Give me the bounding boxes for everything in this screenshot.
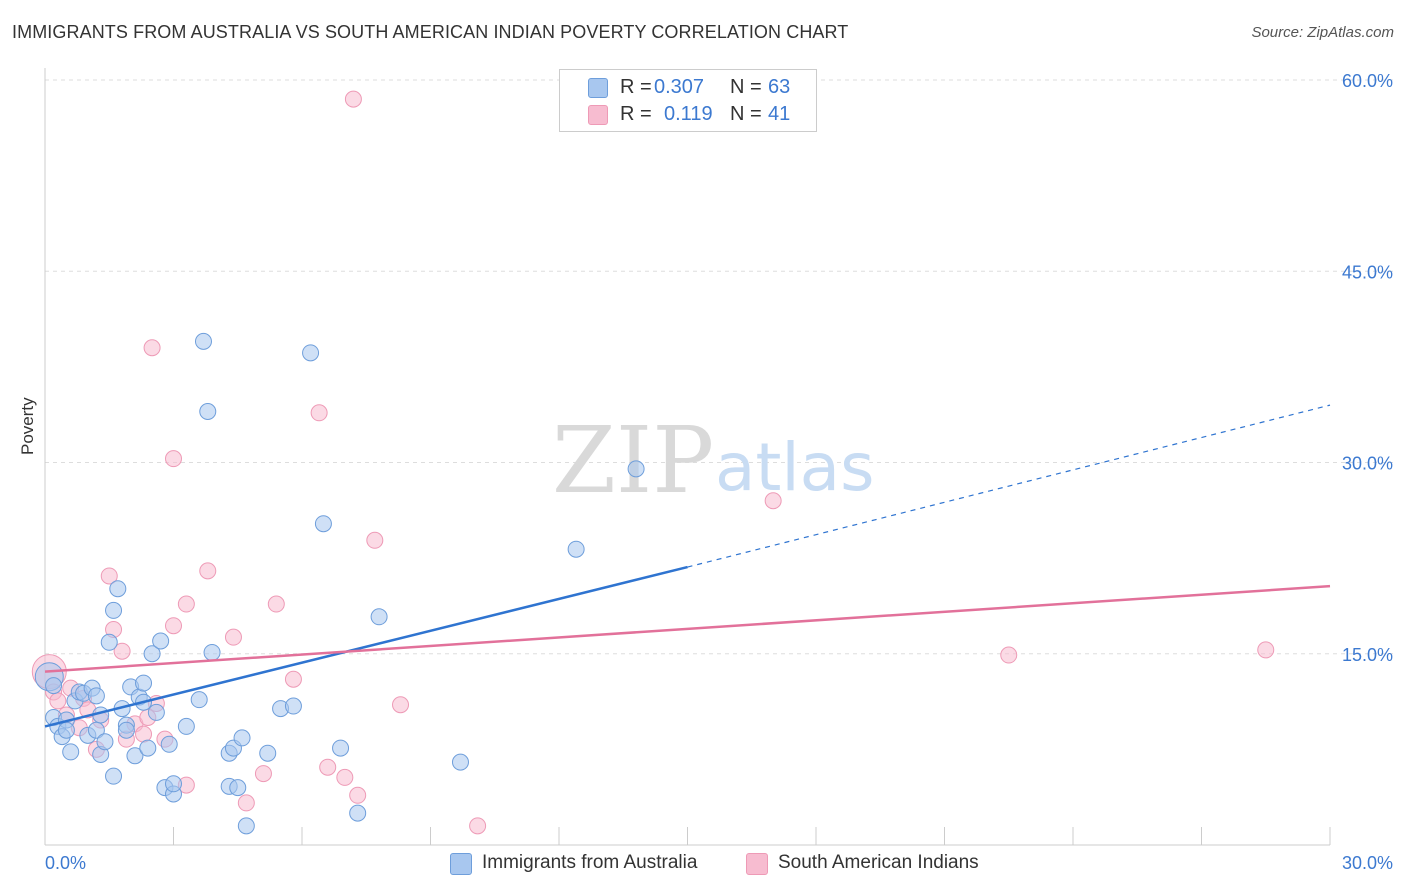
legend-n-value: 41 (768, 103, 791, 125)
australia-point (229, 779, 247, 797)
trend-lines (44, 404, 1331, 728)
australia-point (203, 643, 221, 661)
australia-point (147, 703, 165, 721)
south-american-indian-point (310, 404, 328, 422)
south-american-indian-point (319, 758, 337, 776)
tick-labels: 60.0% 45.0% 30.0% 15.0% 0.0% 30.0% (45, 71, 1393, 873)
australia-trend-extension (687, 404, 1331, 568)
australia-point (96, 733, 114, 751)
australia-point (567, 540, 585, 558)
australia-point (199, 403, 217, 420)
watermark-atlas: atlas (715, 429, 875, 506)
legend-swatch-south-american-indians (588, 105, 608, 125)
australia-point (126, 747, 144, 765)
south-american-indian-point (1000, 646, 1018, 664)
south-american-indian-point (284, 670, 302, 688)
australia-point (237, 817, 255, 835)
watermark: ZIP atlas (552, 407, 875, 514)
australia-point (139, 739, 157, 757)
south-american-indian-point (237, 794, 255, 812)
gridlines (45, 79, 1395, 655)
bottom-legend-swatch-australia (450, 853, 472, 875)
south-american-indian-point (392, 696, 410, 714)
australia-point (627, 460, 645, 478)
australia-points (34, 332, 645, 835)
australia-point (45, 677, 63, 695)
south-american-indian-point (336, 768, 354, 786)
axes (44, 68, 1331, 846)
south-american-indian-point (135, 725, 153, 743)
south-american-indian-point (165, 450, 182, 468)
south-american-indian-point (224, 628, 242, 646)
australia-point (100, 633, 118, 651)
south-american-indian-point (49, 692, 67, 710)
australia-point (160, 735, 178, 753)
australia-point (259, 744, 277, 762)
legend-n-label: N = (730, 103, 762, 125)
australia-point (194, 332, 212, 350)
australia-point (105, 601, 123, 619)
legend-r-label: R = (620, 76, 652, 98)
south-american-indian-point (254, 765, 272, 783)
australia-point (62, 743, 80, 761)
south-american-indian-trend-line (44, 584, 1331, 673)
australia-point (177, 717, 195, 735)
australia-point (302, 344, 320, 362)
australia-point (135, 674, 153, 692)
legend-r-value: 0.307 (654, 76, 705, 98)
australia-point (190, 691, 208, 709)
chart-source: Source: ZipAtlas.com (1251, 24, 1394, 41)
x-tick-label: 30.0% (1342, 853, 1393, 873)
bottom-legend-swatch-south-american-indians (746, 853, 768, 875)
bottom-legend-label-australia: Immigrants from Australia (482, 852, 698, 873)
legend-row-australia: R = 0.307 N = 63 (560, 74, 816, 100)
australia-point (349, 804, 367, 822)
south-american-indian-point (267, 595, 285, 613)
australia-point (332, 739, 350, 757)
australia-point (152, 632, 170, 650)
south-american-indian-point (143, 339, 161, 357)
south-american-indian-point (469, 817, 487, 835)
south-american-indian-point (113, 642, 131, 660)
y-tick-label: 45.0% (1342, 262, 1393, 282)
australia-point (165, 775, 182, 793)
y-tick-label: 30.0% (1342, 454, 1393, 474)
australia-point (87, 687, 105, 705)
south-american-indian-point (344, 90, 362, 108)
australia-point (57, 721, 75, 739)
x-tick-label: 0.0% (45, 853, 86, 873)
australia-point (233, 729, 251, 747)
south-american-indian-point (100, 567, 118, 585)
south-american-indian-point (165, 617, 182, 635)
australia-point (370, 608, 388, 626)
south-american-indian-point (366, 531, 384, 549)
australia-point (451, 753, 469, 771)
watermark-zip: ZIP (552, 407, 714, 514)
chart-title: IMMIGRANTS FROM AUSTRALIA VS SOUTH AMERI… (12, 22, 849, 42)
legend-n-value: 63 (768, 76, 791, 98)
south-american-indian-point (177, 595, 195, 613)
legend-r-value: 0.119 (664, 103, 713, 125)
south-american-indian-point (764, 492, 782, 510)
bottom-legend-label-south-american-indians: South American Indians (778, 852, 979, 873)
australia-point (117, 721, 135, 739)
legend-r-label: R = (620, 103, 652, 125)
legend-swatch-australia (588, 78, 608, 98)
legend-n-label: N = (730, 76, 762, 98)
australia-point (105, 767, 123, 785)
australia-point (143, 645, 161, 663)
south-american-indian-point (1257, 641, 1275, 659)
australia-point (314, 515, 332, 533)
south-american-indian-point (349, 786, 367, 804)
y-tick-label: 15.0% (1342, 645, 1393, 665)
y-tick-label: 60.0% (1342, 71, 1393, 91)
australia-trend-line (44, 565, 688, 728)
y-axis-title: Poverty (18, 397, 37, 455)
legend-row-south-american-indians: R = 0.119 N = 41 (560, 101, 816, 127)
correlation-legend: R = 0.307 N = 63 R = 0.119 N = 41 (559, 69, 817, 132)
australia-point (109, 580, 127, 598)
south-american-indian-point (199, 562, 217, 580)
australia-point (284, 697, 302, 715)
